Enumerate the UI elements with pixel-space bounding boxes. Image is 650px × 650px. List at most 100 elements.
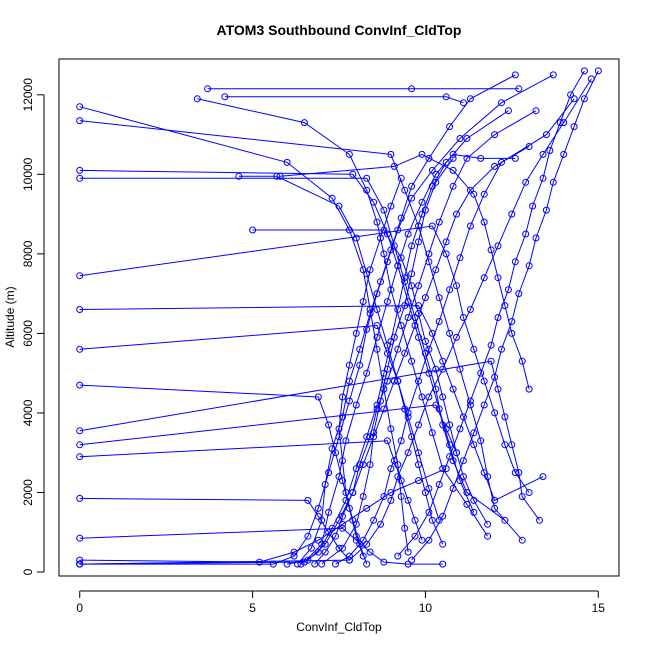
data-point bbox=[408, 433, 416, 441]
data-point bbox=[321, 548, 329, 556]
data-point bbox=[539, 473, 547, 481]
data-point bbox=[345, 150, 353, 158]
data-series bbox=[76, 437, 426, 544]
data-point bbox=[432, 401, 440, 409]
y-tick-label: 12000 bbox=[21, 78, 35, 112]
series-line bbox=[397, 70, 585, 557]
data-point bbox=[484, 520, 492, 528]
data-point bbox=[383, 298, 391, 306]
data-point bbox=[76, 174, 84, 182]
data-point bbox=[415, 238, 422, 246]
data-point bbox=[352, 536, 360, 544]
data-point bbox=[76, 441, 84, 449]
data-point bbox=[76, 427, 84, 435]
data-point bbox=[425, 536, 433, 544]
data-point bbox=[304, 556, 312, 564]
data-point bbox=[300, 558, 308, 566]
data-point bbox=[418, 198, 426, 206]
data-point bbox=[373, 345, 381, 353]
data-point bbox=[373, 290, 381, 298]
data-point bbox=[442, 238, 450, 246]
data-point bbox=[418, 210, 426, 218]
data-point bbox=[401, 302, 409, 310]
series-line bbox=[79, 384, 364, 557]
data-point bbox=[466, 95, 474, 103]
data-point bbox=[342, 437, 350, 445]
data-point bbox=[477, 369, 485, 377]
data-point bbox=[480, 401, 488, 409]
data-point bbox=[332, 560, 339, 568]
data-point bbox=[314, 536, 322, 544]
data-point bbox=[428, 222, 436, 230]
data-point bbox=[76, 494, 84, 502]
data-point bbox=[387, 489, 395, 496]
data-point bbox=[321, 481, 329, 488]
series-line bbox=[300, 110, 509, 565]
data-point bbox=[480, 190, 488, 198]
data-point bbox=[352, 329, 360, 337]
data-point bbox=[339, 524, 346, 532]
data-point bbox=[439, 393, 447, 401]
data-point bbox=[470, 429, 478, 437]
data-point bbox=[504, 286, 512, 294]
data-point bbox=[76, 453, 84, 461]
data-point bbox=[446, 286, 454, 294]
data-point bbox=[370, 433, 378, 441]
data-point bbox=[314, 548, 322, 556]
data-point bbox=[314, 504, 322, 512]
data-point bbox=[352, 465, 360, 473]
data-point bbox=[456, 425, 464, 433]
data-series bbox=[283, 143, 533, 568]
x-axis: 0 5 10 15 bbox=[76, 590, 606, 615]
data-point bbox=[487, 357, 495, 365]
data-point bbox=[549, 178, 557, 186]
series-layer bbox=[76, 67, 602, 568]
data-point bbox=[470, 508, 478, 516]
data-point bbox=[477, 154, 485, 162]
data-point bbox=[498, 345, 505, 353]
data-point bbox=[428, 429, 436, 437]
data-point bbox=[425, 154, 433, 162]
data-point bbox=[511, 258, 519, 266]
data-point bbox=[415, 282, 422, 290]
data-point bbox=[480, 377, 488, 385]
data-point bbox=[560, 150, 568, 158]
data-point bbox=[325, 421, 333, 429]
data-point bbox=[339, 477, 346, 485]
x-tick-label: 15 bbox=[592, 601, 606, 615]
series-line bbox=[79, 177, 506, 521]
data-point bbox=[446, 329, 454, 337]
data-point bbox=[411, 532, 419, 540]
data-point bbox=[325, 469, 333, 477]
data-point bbox=[446, 123, 454, 131]
data-point bbox=[283, 560, 291, 568]
series-line bbox=[79, 468, 447, 563]
x-axis-label: ConvInf_CldTop bbox=[296, 620, 382, 634]
data-point bbox=[380, 369, 388, 377]
data-point bbox=[387, 496, 395, 504]
data-point bbox=[480, 218, 488, 226]
chart-title: ATOM3 Southbound ConvInf_CldTop bbox=[217, 22, 462, 38]
data-point bbox=[522, 178, 530, 186]
data-point bbox=[76, 345, 84, 353]
data-point bbox=[339, 520, 346, 528]
data-point bbox=[345, 397, 353, 405]
data-point bbox=[76, 103, 84, 111]
data-point bbox=[466, 186, 474, 194]
data-point bbox=[508, 210, 516, 218]
data-point bbox=[549, 71, 557, 79]
data-point bbox=[418, 536, 426, 544]
series-line bbox=[79, 440, 423, 541]
y-axis: 0 2000 4000 6000 8000 10000 12000 bbox=[21, 78, 45, 575]
data-point bbox=[470, 345, 478, 353]
data-point bbox=[380, 558, 388, 566]
data-point bbox=[373, 401, 381, 409]
data-point bbox=[221, 93, 229, 101]
data-point bbox=[273, 172, 281, 180]
data-point bbox=[498, 158, 505, 166]
data-point bbox=[580, 95, 588, 103]
data-point bbox=[415, 302, 422, 310]
data-point bbox=[494, 385, 502, 393]
data-point bbox=[76, 166, 84, 174]
data-point bbox=[432, 385, 440, 393]
